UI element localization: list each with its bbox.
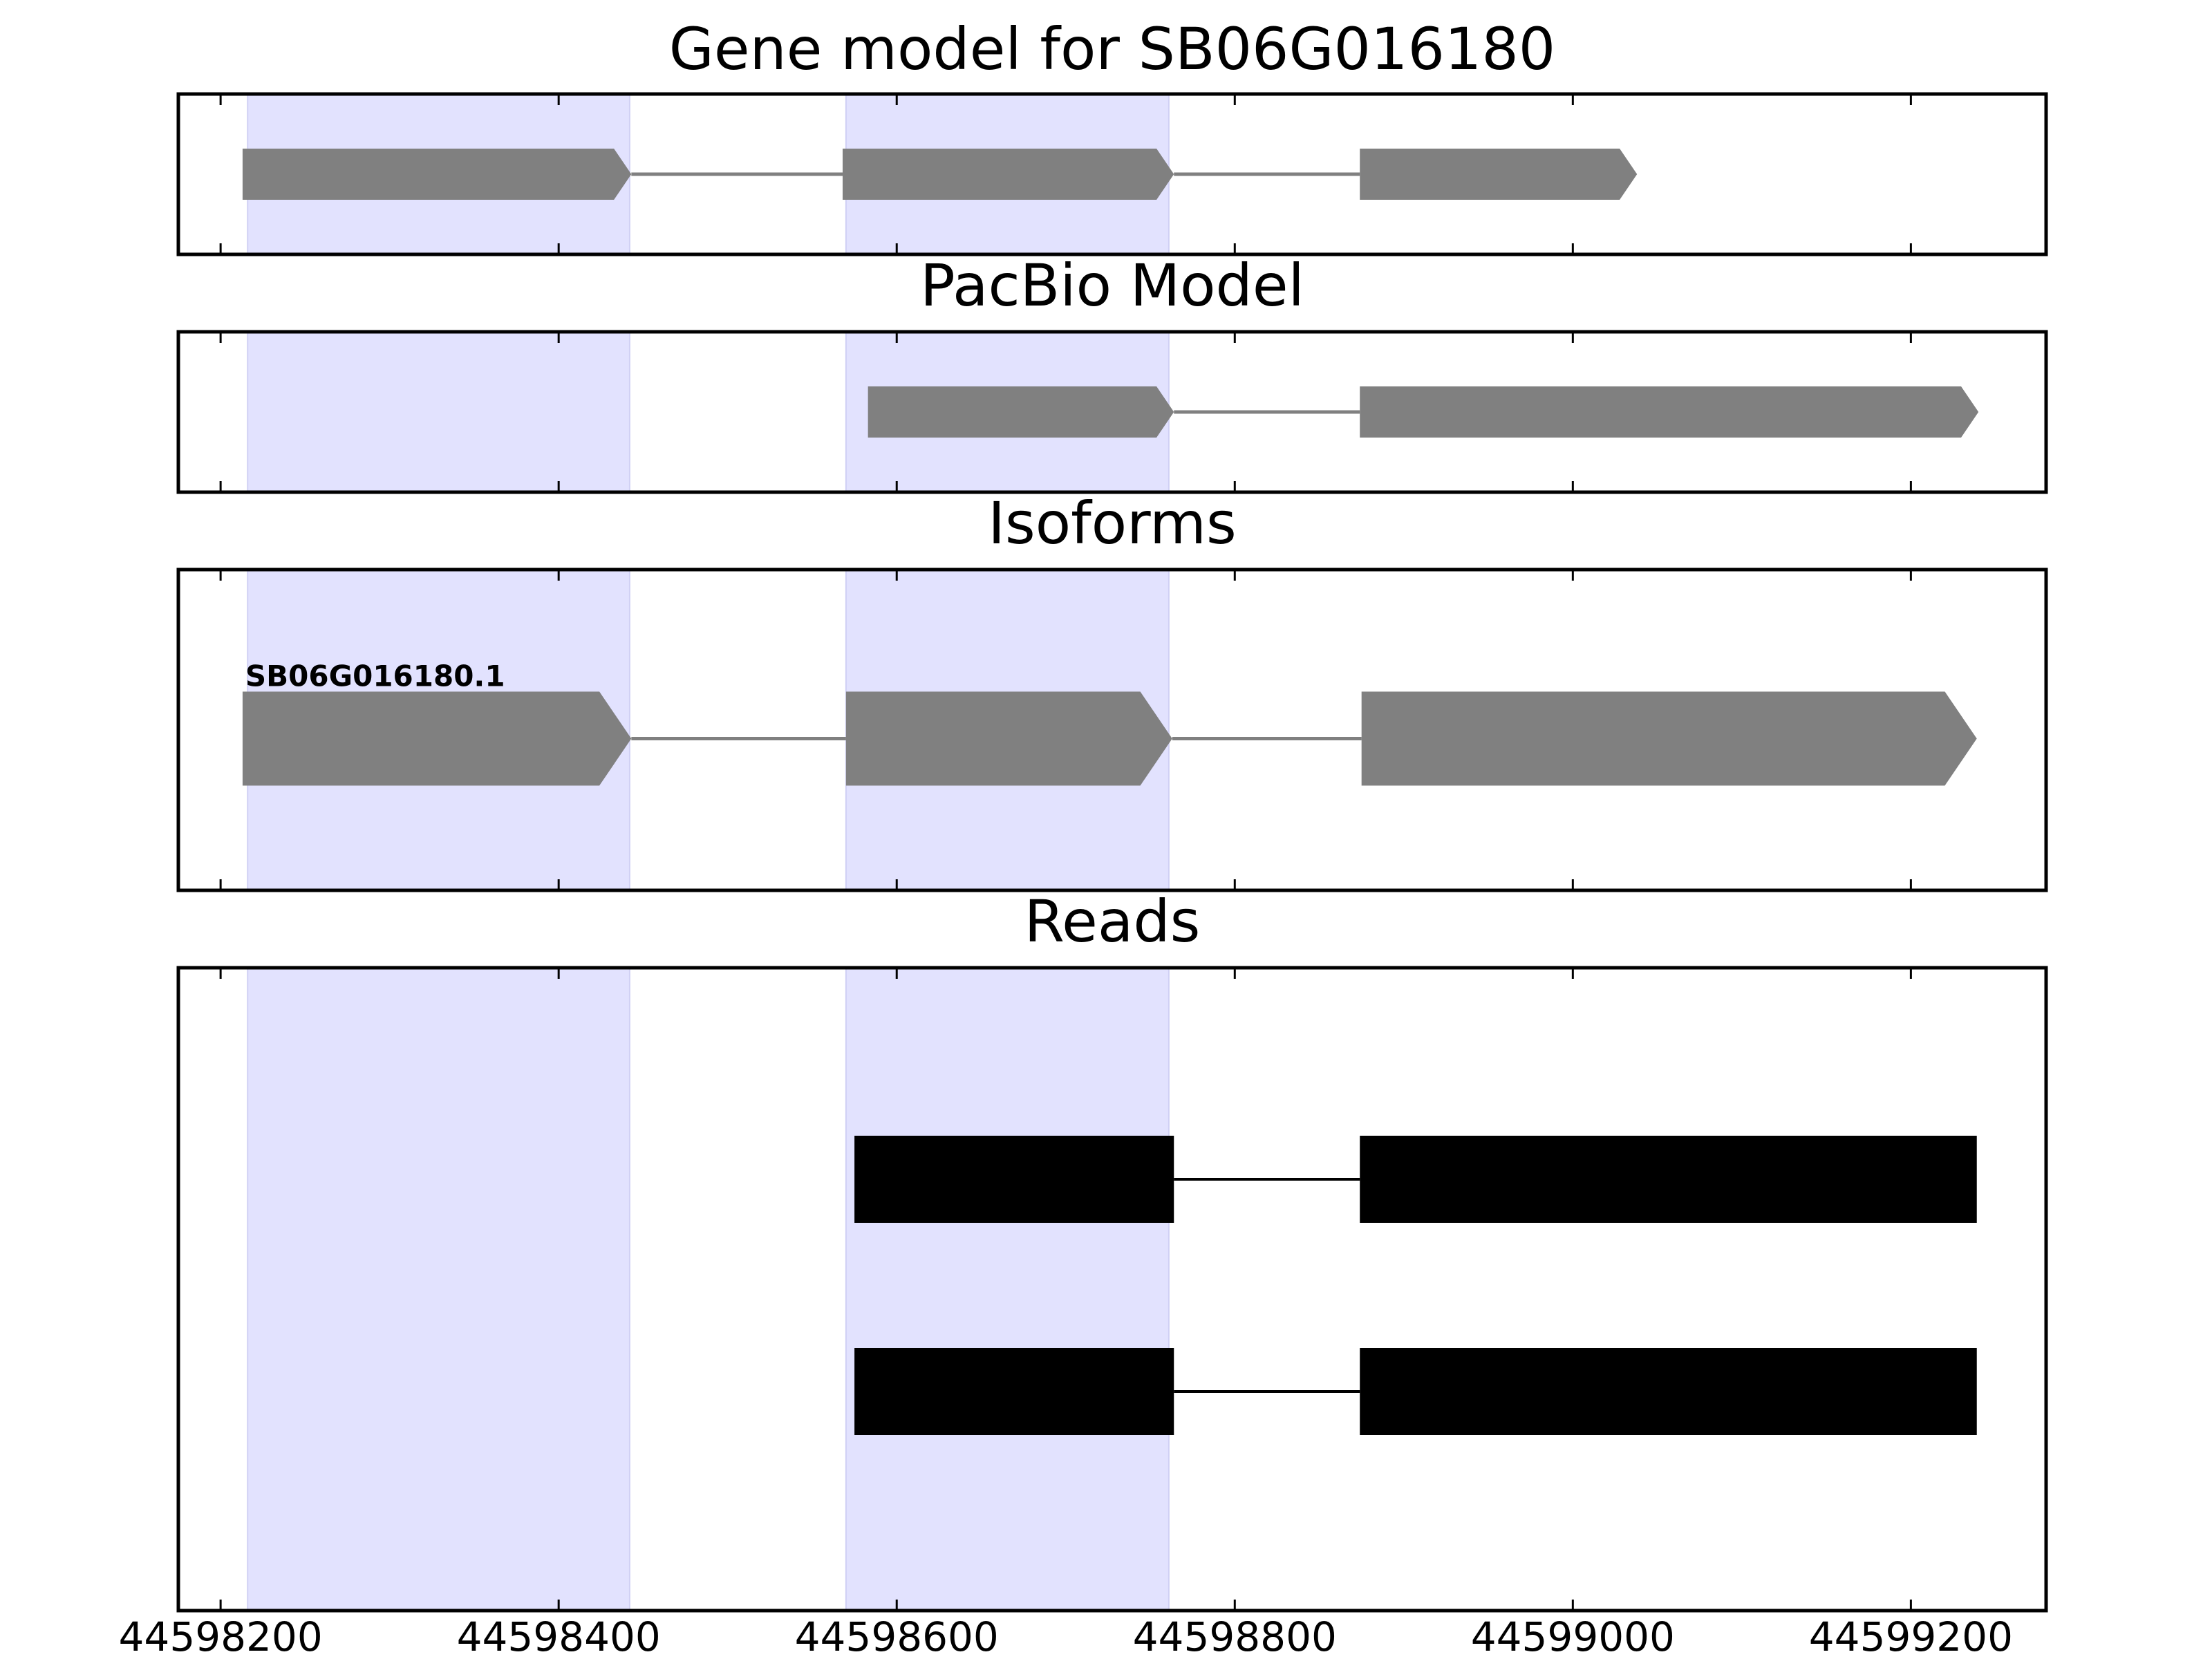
panel-frame	[176, 92, 2048, 256]
x-tick-label: 44598400	[457, 1613, 661, 1659]
panel-title: Reads	[1024, 888, 1201, 955]
exon-arrow	[842, 149, 1174, 200]
highlight-region	[247, 967, 630, 1611]
read-block	[854, 1348, 1174, 1435]
panel-2: PacBio Model	[176, 252, 2048, 494]
panel-frame	[176, 568, 2048, 892]
exon-arrow	[868, 386, 1174, 438]
exon-arrow	[1360, 149, 1638, 200]
panel-title: PacBio Model	[920, 252, 1304, 319]
x-tick-label: 44599000	[1471, 1613, 1675, 1659]
exon-arrow	[1361, 691, 1977, 786]
exon-arrow	[242, 691, 632, 786]
x-tick-label: 44598600	[795, 1613, 999, 1659]
exon-arrow	[1360, 386, 1979, 438]
panel-3: SB06G016180.1 Isoforms	[176, 489, 2048, 892]
highlight-region	[845, 967, 1170, 1611]
panel-title: Gene model for SB06G016180	[669, 15, 1555, 83]
exon-arrow	[242, 149, 632, 200]
panel-4: Reads	[176, 888, 2048, 1613]
panel-frame	[176, 966, 2048, 1613]
x-tick-label: 44599200	[1809, 1613, 2013, 1659]
isoform-label: SB06G016180.1	[245, 659, 505, 693]
x-tick-label: 44598200	[119, 1613, 323, 1659]
read-block	[1360, 1348, 1977, 1435]
read-block	[1360, 1136, 1977, 1223]
panel-title: Isoforms	[988, 489, 1237, 557]
exon-arrow	[845, 691, 1172, 786]
highlight-region	[247, 331, 630, 493]
panel-1: Gene model for SB06G016180	[176, 15, 2048, 256]
x-tick-label: 44598800	[1133, 1613, 1337, 1659]
panel-frame	[176, 330, 2048, 494]
read-block	[854, 1136, 1174, 1223]
